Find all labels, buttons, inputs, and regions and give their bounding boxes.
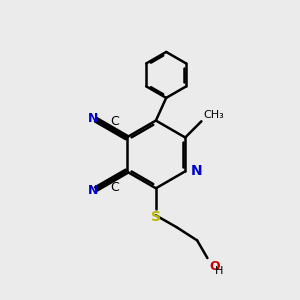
Text: N: N — [88, 112, 98, 124]
Text: O: O — [209, 260, 220, 273]
Text: N: N — [190, 164, 202, 178]
Text: S: S — [151, 210, 161, 224]
Text: C: C — [110, 115, 118, 128]
Text: H: H — [215, 266, 224, 276]
Text: N: N — [88, 184, 98, 197]
Text: C: C — [110, 181, 118, 194]
Text: CH₃: CH₃ — [203, 110, 224, 120]
